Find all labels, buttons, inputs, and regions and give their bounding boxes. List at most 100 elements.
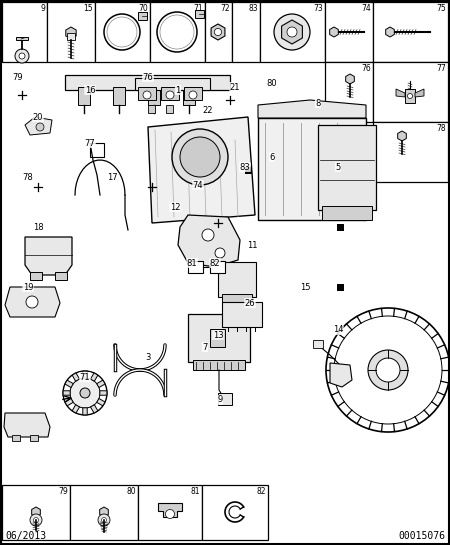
Text: 76: 76 — [361, 64, 371, 73]
Polygon shape — [90, 405, 98, 413]
Bar — [183, 87, 195, 105]
Text: 72: 72 — [220, 4, 230, 13]
Bar — [47, 2, 95, 62]
Polygon shape — [415, 89, 424, 97]
Text: 16: 16 — [85, 86, 95, 94]
Circle shape — [376, 358, 400, 382]
Circle shape — [166, 91, 174, 99]
Polygon shape — [166, 105, 173, 113]
Bar — [161, 87, 179, 100]
Polygon shape — [396, 89, 405, 97]
Polygon shape — [25, 117, 52, 135]
Circle shape — [172, 129, 228, 185]
Polygon shape — [65, 380, 73, 387]
Bar — [70, 485, 138, 540]
Bar — [138, 12, 147, 20]
Polygon shape — [330, 363, 352, 387]
Text: 75: 75 — [436, 4, 446, 13]
Bar — [322, 206, 372, 220]
Polygon shape — [148, 117, 255, 223]
Text: 15: 15 — [83, 4, 93, 13]
Bar — [222, 294, 252, 302]
Text: 9: 9 — [40, 4, 45, 13]
Bar — [325, 2, 373, 62]
Text: 14: 14 — [333, 325, 343, 335]
Polygon shape — [25, 237, 72, 275]
Bar — [318, 125, 376, 210]
Bar — [148, 87, 160, 105]
Bar — [405, 89, 415, 103]
Bar — [373, 122, 448, 182]
Polygon shape — [83, 371, 87, 378]
Bar — [205, 2, 232, 62]
Circle shape — [33, 518, 39, 523]
Text: 74: 74 — [193, 180, 203, 190]
Text: 77: 77 — [436, 64, 446, 73]
Bar — [218, 262, 256, 297]
Text: 15: 15 — [300, 282, 310, 292]
Bar — [222, 302, 262, 327]
Bar — [188, 314, 250, 362]
Bar — [210, 329, 225, 347]
Polygon shape — [330, 27, 338, 37]
Polygon shape — [178, 215, 240, 267]
Text: 5: 5 — [335, 162, 341, 172]
Polygon shape — [72, 405, 80, 413]
Circle shape — [98, 514, 110, 526]
Text: 79: 79 — [13, 72, 23, 82]
Circle shape — [408, 94, 413, 99]
Text: 80: 80 — [267, 78, 277, 88]
Circle shape — [215, 248, 225, 258]
Circle shape — [214, 28, 221, 35]
Circle shape — [15, 49, 29, 63]
Polygon shape — [72, 373, 80, 382]
Polygon shape — [65, 398, 73, 406]
Polygon shape — [258, 100, 366, 118]
Text: 74: 74 — [361, 4, 371, 13]
Text: 83: 83 — [239, 162, 250, 172]
Circle shape — [180, 137, 220, 177]
Bar — [373, 62, 448, 122]
Text: 81: 81 — [190, 487, 200, 496]
Text: 83: 83 — [248, 4, 258, 13]
Bar — [150, 2, 205, 62]
Text: 78: 78 — [22, 173, 33, 181]
Polygon shape — [346, 74, 354, 84]
Circle shape — [274, 14, 310, 50]
Circle shape — [368, 350, 408, 390]
Polygon shape — [97, 380, 105, 387]
Bar — [195, 10, 204, 18]
Text: 70: 70 — [138, 4, 148, 13]
Bar — [188, 261, 203, 273]
Bar — [55, 272, 67, 280]
Polygon shape — [66, 27, 76, 39]
Text: 22: 22 — [203, 106, 213, 114]
Text: 1: 1 — [176, 86, 180, 94]
Circle shape — [80, 388, 90, 398]
Polygon shape — [282, 20, 302, 44]
Text: 9: 9 — [217, 396, 223, 404]
Text: 20: 20 — [33, 112, 43, 122]
Bar — [202, 485, 268, 540]
Bar — [184, 87, 202, 100]
Polygon shape — [63, 391, 70, 395]
Text: 78: 78 — [436, 124, 446, 133]
Circle shape — [287, 27, 297, 37]
Polygon shape — [32, 507, 40, 517]
Bar — [232, 2, 260, 62]
Text: 26: 26 — [245, 299, 255, 307]
Polygon shape — [386, 27, 394, 37]
Polygon shape — [83, 408, 87, 415]
Text: 71: 71 — [194, 4, 203, 13]
Bar — [337, 223, 343, 231]
Polygon shape — [5, 287, 60, 317]
Text: 13: 13 — [213, 330, 223, 340]
Text: 17: 17 — [107, 173, 117, 181]
Text: 77: 77 — [85, 138, 95, 148]
Circle shape — [70, 378, 100, 408]
Bar — [244, 167, 252, 173]
Text: 82: 82 — [210, 258, 220, 268]
Text: 71: 71 — [80, 372, 90, 381]
Text: 00015076: 00015076 — [398, 531, 445, 541]
Bar — [90, 143, 104, 157]
